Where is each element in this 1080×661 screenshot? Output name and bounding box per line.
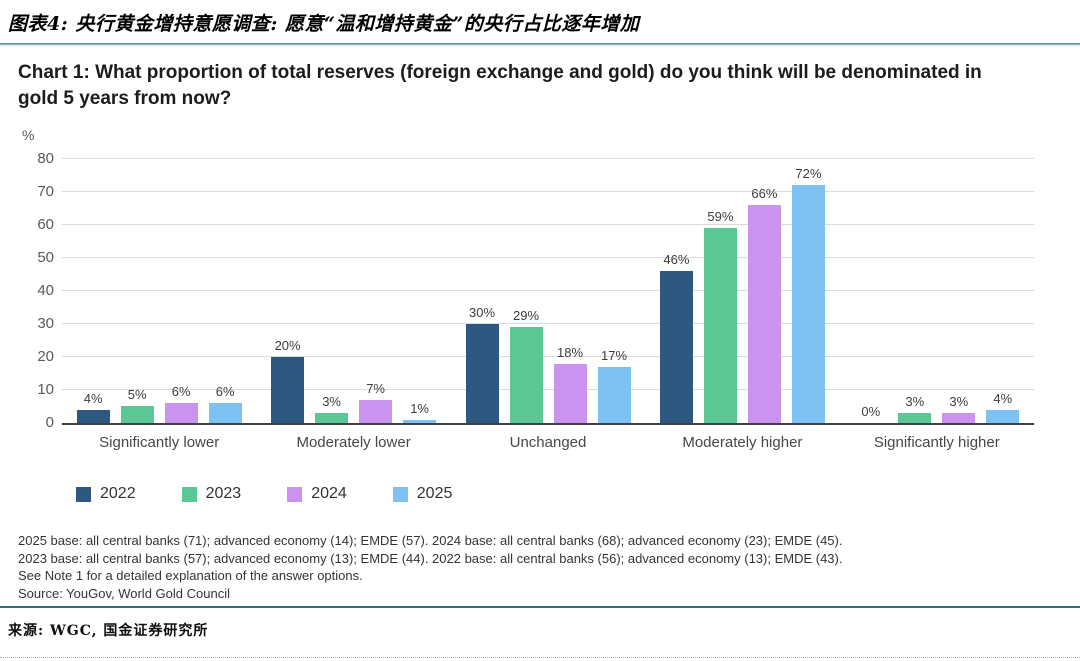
bar-value-label: 7% [366,381,385,397]
category-label: Significantly higher [873,434,1000,452]
legend-label: 2023 [205,485,242,503]
legend-label: 2025 [416,485,453,503]
bar-2023-moderately-higher [703,228,737,424]
legend-swatch-icon [181,486,197,502]
category-axis: Significantly lower Moderately lower Uncha… [62,434,1034,454]
chart-block: Chart 1: What proportion of total reserv… [18,60,1062,602]
y-tick-label: 50 [37,249,54,267]
bar-value-label: 3% [322,394,341,410]
y-axis-ticks: 0 10 20 30 40 50 60 70 80 [18,150,54,431]
bar-value-label: 3% [949,394,969,410]
bar-2025-unchanged [597,367,631,424]
footnote-line: 2023 base: all central banks (57); advan… [18,550,843,566]
legend-label: 2024 [311,485,347,503]
footnote-line: Source: YouGov, World Gold Council [18,585,230,601]
bar-value-label: 6% [215,384,235,400]
legend-swatch-icon [287,486,303,502]
bar-value-label: 30% [468,305,496,321]
bar-2025-significantly-lower [208,403,242,424]
legend-swatch-icon [76,486,91,502]
figure-title: 图表4: 央行黄金增持意愿调查: 愿意“温和增持黄金”的央行占比逐年增加 [8,13,640,35]
page-bottom-border [0,657,1080,658]
bar-2023-significantly-higher [898,413,932,424]
legend-item-2022: 2022 [76,485,136,503]
gridline [62,191,1034,193]
bar-value-label: 59% [707,209,734,225]
y-tick-label: 20 [37,348,54,366]
bar-value-label: 3% [905,394,925,410]
bar-value-label: 4% [83,391,103,407]
y-tick-label: 0 [45,414,54,432]
plot-wrap: 0 10 20 30 40 50 60 70 80 4% 5% 6% 6% 20% 3% 7% 1% 30% 29… [18,150,1062,454]
gridline [62,290,1034,292]
footnote-line: 2025 base: all central banks (71); advan… [18,533,843,549]
bar-2023-moderately-lower [315,413,349,424]
bar-2022-significantly-lower [76,410,110,424]
bar-2024-significantly-higher [942,413,976,424]
gridline [62,323,1034,325]
footnote-line: See Note 1 for a detailed explanation of… [18,568,363,584]
bar-value-label: 72% [795,166,822,182]
bar-value-label: 6% [171,384,191,400]
y-tick-label: 30 [37,315,54,333]
bar-value-label: 29% [512,308,540,324]
bar-2022-unchanged [465,324,499,424]
legend-item-2023: 2023 [181,485,242,503]
gridline [62,389,1034,391]
bar-2024-unchanged [553,364,587,424]
bar-2025-significantly-higher [986,410,1020,424]
bar-2024-moderately-higher [747,205,781,424]
category-label: Unchanged [509,434,587,452]
bar-2023-unchanged [509,327,543,424]
footer-divider [0,606,1080,608]
bar-value-label: 0% [861,404,881,420]
y-tick-label: 40 [37,282,54,300]
chart-legend: 2022 2023 2024 2025 [76,485,1062,503]
bar-2022-moderately-lower [271,357,305,424]
legend-item-2025: 2025 [392,485,453,503]
category-label: Moderately higher [682,434,803,452]
y-tick-label: 60 [37,216,54,234]
bar-2025-moderately-lower [403,420,437,424]
y-tick-label: 80 [37,150,54,168]
legend-swatch-icon [392,486,408,502]
gridline [62,356,1034,358]
bar-value-label: 4% [993,391,1013,407]
legend-item-2024: 2024 [287,485,347,503]
y-tick-label: 70 [37,183,54,201]
category-label: Moderately lower [296,434,411,452]
bar-value-label: 5% [127,387,147,403]
bar-2023-significantly-lower [120,406,154,424]
y-axis-unit-label: % [22,127,35,144]
bar-value-label: 20% [274,338,301,354]
bar-2024-significantly-lower [164,403,198,424]
bar-2024-moderately-lower [359,400,393,424]
plot-area: 4% 5% 6% 6% 20% 3% 7% 1% 30% 29% 18% 17% 46% 59% 66% 72… [62,158,1034,426]
y-tick-label: 10 [37,381,54,399]
chart-footnotes: 2025 base: all central banks (71); advan… [18,532,1062,602]
bar-2022-moderately-higher [659,271,693,424]
category-label: Significantly lower [99,434,220,452]
gridline [62,257,1034,259]
bar-value-label: 18% [556,345,584,361]
header-divider [0,43,1080,46]
bar-value-label: 46% [663,252,690,268]
bar-value-label: 1% [410,401,429,417]
bar-value-label: 66% [751,186,778,202]
bar-2025-moderately-higher [791,185,825,424]
gridline [62,158,1034,160]
legend-label: 2022 [100,485,136,503]
gridline [62,224,1034,226]
bar-value-label: 17% [600,348,628,364]
report-source: 来源: WGC, 国金证券研究所 [8,623,209,639]
chart-title: Chart 1: What proportion of total reserv… [18,62,982,109]
